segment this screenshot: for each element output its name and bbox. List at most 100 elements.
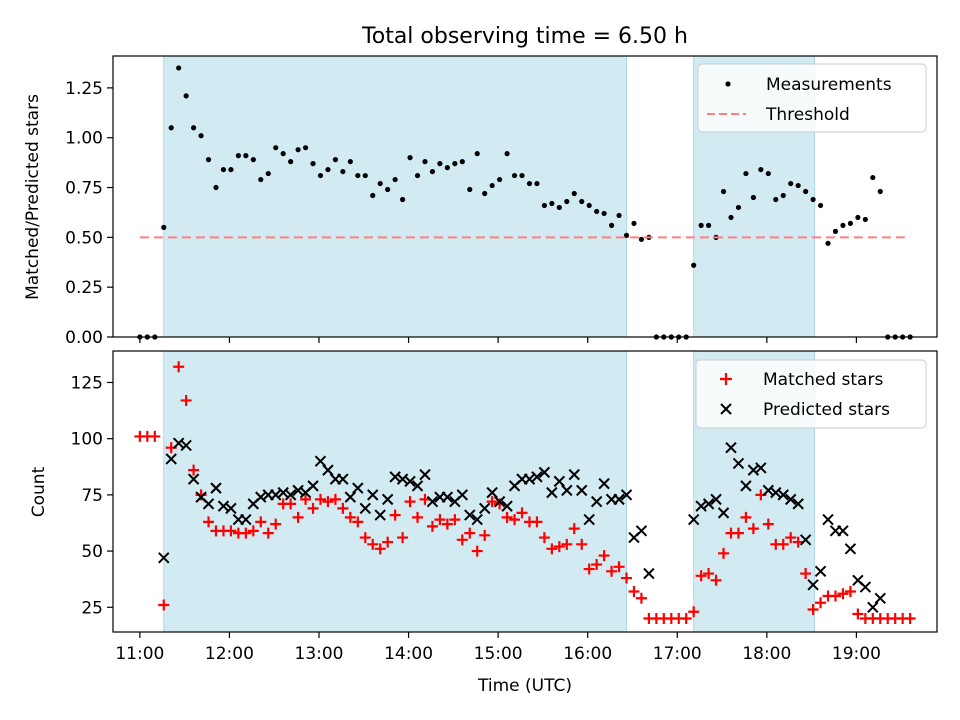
point-predicted-stars: [740, 480, 752, 492]
point-matched-stars: [792, 536, 804, 548]
point-predicted-stars: [307, 480, 319, 492]
point-predicted-stars: [165, 453, 177, 465]
x-tick-label: 18:00: [742, 644, 791, 664]
point-matched-stars: [613, 561, 625, 573]
point-predicted-stars: [583, 513, 595, 526]
point-matched-stars: [852, 608, 864, 620]
point-predicted-stars: [337, 473, 349, 485]
point-predicted-stars: [426, 495, 439, 508]
point-predicted-stars: [755, 462, 767, 474]
point-measurements: [579, 198, 585, 205]
x-tick-label: 17:00: [653, 644, 702, 664]
point-predicted-stars: [419, 468, 431, 481]
point-predicted-stars: [158, 552, 170, 564]
x-tick-label: 19:00: [832, 644, 881, 664]
point-predicted-stars: [396, 473, 409, 485]
point-matched-stars: [322, 496, 334, 508]
y-tick-label: 0.75: [65, 179, 103, 199]
point-matched-stars: [337, 502, 349, 514]
point-predicted-stars: [381, 493, 394, 506]
point-matched-stars: [188, 464, 200, 476]
point-matched-stars: [621, 572, 633, 584]
point-measurements: [482, 190, 488, 197]
point-measurements: [638, 236, 645, 242]
point-predicted-stars: [867, 601, 879, 613]
point-predicted-stars: [493, 495, 506, 508]
point-matched-stars: [732, 527, 744, 539]
point-measurements: [862, 216, 868, 223]
count-panel: 25 50 75 100 125 11:00 12:00 13:00 14:00 15:00 16…: [29, 350, 938, 696]
point-measurements: [758, 166, 764, 173]
count-y-axis: 25 50 75 100 125: [71, 373, 113, 618]
point-matched-stars: [329, 493, 341, 505]
point-matched-stars: [367, 538, 379, 550]
point-matched-stars: [149, 430, 161, 442]
point-predicted-stars: [844, 543, 857, 555]
point-predicted-stars: [456, 489, 469, 501]
point-measurements: [220, 166, 227, 173]
point-predicted-stars: [277, 486, 289, 499]
point-measurements: [355, 172, 361, 179]
count-panel-frame: [112, 350, 938, 633]
point-matched-stars: [441, 518, 453, 530]
point-measurements: [474, 151, 480, 157]
point-predicted-stars: [643, 567, 655, 580]
point-measurements: [183, 93, 189, 99]
point-matched-stars: [314, 493, 326, 505]
point-measurements: [698, 222, 704, 228]
point-measurements: [765, 170, 771, 177]
point-predicted-stars: [859, 581, 872, 593]
point-predicted-stars: [635, 525, 648, 537]
point-predicted-stars: [799, 534, 812, 546]
point-matched-stars: [412, 511, 424, 523]
point-matched-stars: [710, 574, 722, 586]
y-tick-label: 0.00: [65, 328, 103, 348]
point-measurements: [706, 222, 712, 228]
legend-label-measurements: Measurements: [766, 75, 892, 95]
point-predicted-stars: [837, 525, 849, 537]
point-measurements: [564, 198, 570, 205]
ratio-panel: 0.00 0.25 0.50 0.75 1.00 1.25 Matched/Predict…: [23, 55, 938, 348]
point-measurements: [728, 214, 734, 221]
x-tick-label: 12:00: [205, 644, 254, 664]
ratio-panel-frame: [112, 55, 938, 338]
point-measurements: [332, 157, 339, 163]
point-predicted-stars: [792, 498, 804, 510]
point-predicted-stars: [486, 486, 498, 499]
ratio-x-axis: [139, 337, 857, 343]
point-measurements: [743, 170, 749, 177]
point-matched-stars: [606, 565, 618, 577]
point-predicted-stars: [240, 513, 252, 526]
point-predicted-stars: [822, 513, 834, 526]
point-matched-stars: [531, 516, 543, 528]
point-matched-stars: [538, 532, 550, 544]
point-measurements: [489, 182, 495, 189]
point-predicted-stars: [576, 484, 588, 497]
point-measurements: [168, 125, 174, 131]
point-measurements: [399, 196, 406, 203]
point-measurements: [347, 159, 353, 165]
point-predicted-stars: [553, 475, 566, 488]
point-measurements: [616, 212, 622, 219]
point-matched-stars: [397, 532, 409, 544]
point-matched-stars: [247, 525, 259, 537]
point-measurements: [422, 159, 428, 165]
point-predicted-stars: [687, 513, 700, 526]
point-matched-stars: [374, 543, 386, 555]
point-matched-stars: [203, 516, 215, 528]
point-predicted-stars: [770, 486, 782, 499]
point-measurements: [280, 151, 286, 157]
point-measurements: [631, 220, 637, 227]
series-predicted-stars: [158, 437, 886, 613]
point-measurements: [265, 170, 271, 177]
point-measurements: [795, 182, 801, 189]
point-predicted-stars: [695, 500, 707, 512]
point-matched-stars: [583, 563, 595, 575]
point-matched-stars: [568, 523, 580, 535]
point-predicted-stars: [785, 493, 797, 506]
point-predicted-stars: [172, 437, 185, 449]
point-measurements: [392, 176, 398, 183]
point-measurements: [429, 168, 436, 175]
point-predicted-stars: [501, 500, 513, 512]
